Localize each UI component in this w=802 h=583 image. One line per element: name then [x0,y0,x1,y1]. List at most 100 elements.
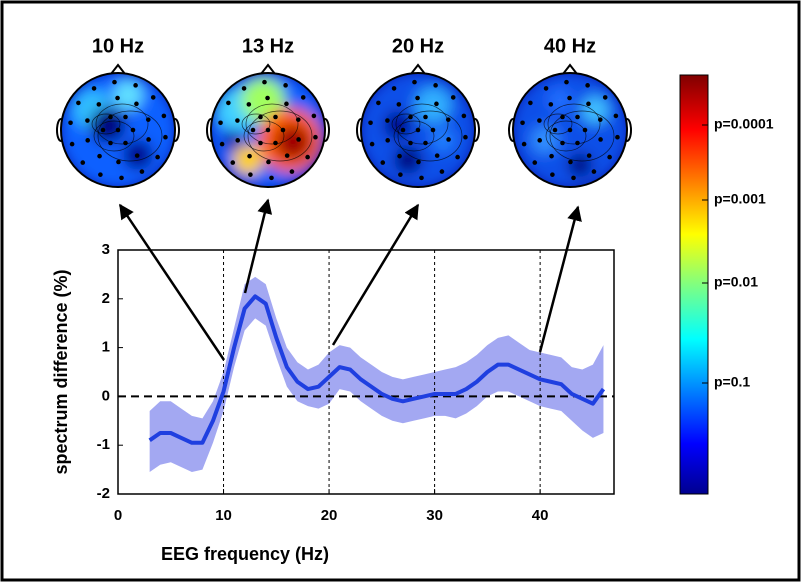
electrode [463,134,468,140]
contour [393,120,435,152]
contour [397,110,463,162]
colorbar-label: p=0.0001 [714,116,774,132]
electrode [415,95,420,101]
y-tick-label: 2 [102,290,110,307]
electrode [246,102,252,107]
electrode [265,95,270,101]
head-blob [223,130,243,150]
head-blob [568,153,592,177]
electrode [398,172,403,177]
electrode [115,127,121,133]
electrode [226,100,231,106]
head-nose [562,63,578,75]
electrode [568,159,573,165]
arrow [243,198,273,294]
electrode [85,138,91,143]
electrode [296,137,301,142]
electrode [560,140,565,146]
electrode [295,117,301,122]
electrode [134,101,139,107]
y-tick-label: -1 [97,436,110,453]
electrode [219,141,225,147]
electrode [133,83,138,88]
contour [241,113,271,135]
electrode [575,140,580,146]
electrode [247,153,252,159]
electrode [439,169,445,174]
electrode [258,114,263,120]
electrode [80,160,86,165]
electrode [433,83,438,88]
head-blob [415,87,451,123]
electrode [139,169,145,174]
electrode [446,137,451,142]
head-blob [394,146,422,174]
electrode [91,86,97,91]
electrode [269,175,274,181]
electrode [385,118,390,123]
x-axis-label: EEG frequency (Hz) [161,544,329,564]
electrode [597,117,603,122]
topomap-title: 10 Hz [92,35,144,57]
electrode [571,175,576,181]
electrode [408,140,413,146]
electrode [537,118,542,123]
electrode [419,175,424,181]
electrode [155,154,160,160]
electrode [369,141,375,147]
electrode [69,141,75,147]
electrode [607,154,612,160]
electrode [230,160,236,165]
contour [245,103,299,145]
data-line [148,294,606,445]
electrode [161,113,167,119]
electrode [123,140,128,146]
colorbar [679,74,709,495]
electrode [582,127,588,133]
electrode [241,86,247,91]
electrode [134,153,140,158]
electrode [258,140,263,146]
electrode [532,160,538,165]
electrode [266,159,271,165]
contour [545,120,587,152]
contour [543,113,573,135]
confidence-band [149,276,604,473]
electrode [397,153,402,159]
electrode [564,79,569,85]
x-tick-label: 10 [215,507,232,524]
contour [97,110,163,162]
contour [391,113,421,135]
head-map [361,73,475,187]
head-blob [90,107,126,143]
electrode [591,169,597,174]
electrode [85,118,90,123]
electrode [520,120,525,126]
electrode [305,154,310,160]
electrode [115,95,120,101]
electrode [368,120,373,126]
electrode [521,141,527,147]
x-tick-label: 30 [426,507,443,524]
contour [549,110,615,162]
electrode [283,83,288,88]
electrode [602,95,608,100]
electrode [150,95,156,100]
electrode [284,153,290,158]
electrode [146,137,151,142]
electrode [248,172,253,177]
electrode [586,101,591,107]
electrode [461,113,467,119]
electrode [97,153,102,159]
electrode [550,172,555,177]
y-axis-label: spectrum difference (%) [51,269,71,474]
electrode [235,118,240,123]
y-tick-label: 0 [102,387,110,404]
electrode [430,127,436,133]
head-outline [60,72,176,188]
electrode [311,113,317,119]
topomap-title: 40 Hz [544,35,596,57]
electrode [218,120,223,126]
electrode [68,120,73,126]
electrode [549,153,554,159]
